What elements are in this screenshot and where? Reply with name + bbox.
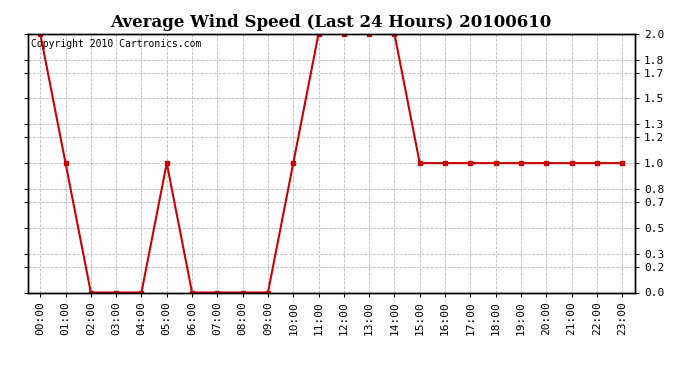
Title: Average Wind Speed (Last 24 Hours) 20100610: Average Wind Speed (Last 24 Hours) 20100…	[110, 14, 552, 31]
Text: Copyright 2010 Cartronics.com: Copyright 2010 Cartronics.com	[30, 39, 201, 49]
